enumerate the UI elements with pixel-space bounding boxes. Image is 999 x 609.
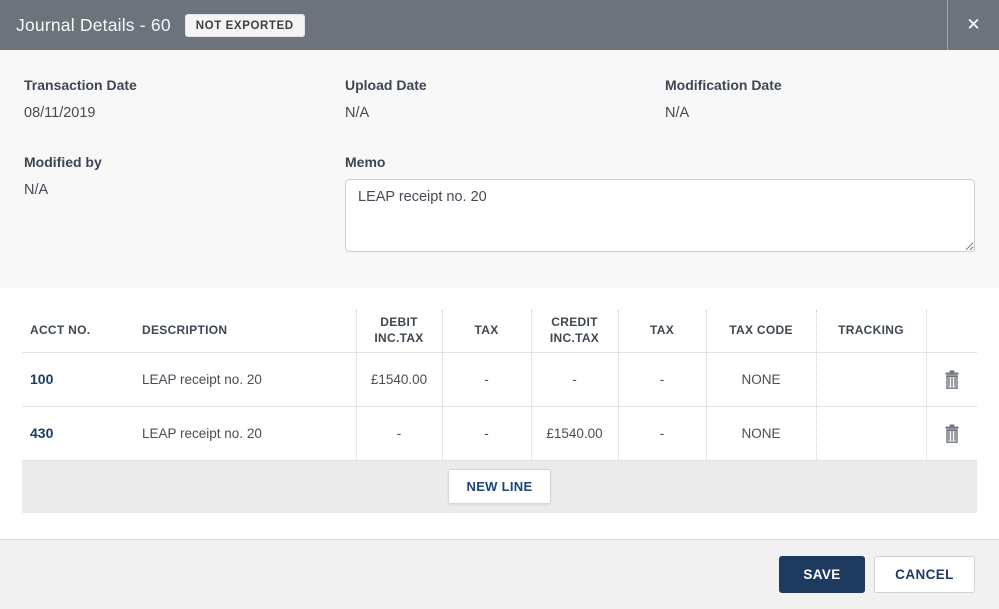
- new-line-button[interactable]: NEW LINE: [447, 469, 552, 504]
- col-header-debit-inc-tax: DEBIT INC.TAX: [355, 310, 442, 353]
- col-header-delete: [925, 310, 977, 353]
- col-header-description: DESCRIPTION: [142, 310, 356, 353]
- tax-debit-cell: -: [441, 406, 531, 461]
- memo-label: Memo: [345, 153, 386, 170]
- col-header-tax-debit: TAX: [441, 310, 531, 353]
- tax-code-cell: NONE: [705, 406, 816, 461]
- modal-title: Journal Details - 60: [16, 14, 171, 35]
- details-section: Transaction Date 08/11/2019 Upload Date …: [0, 50, 999, 288]
- upload-date-label: Upload Date: [345, 77, 427, 93]
- description-cell: LEAP receipt no. 20: [142, 352, 356, 407]
- tax-code-cell: NONE: [705, 352, 816, 407]
- delete-row-button[interactable]: [925, 352, 977, 407]
- spacer: [0, 512, 999, 539]
- modified-by-label: Modified by: [24, 153, 102, 170]
- debit-cell: £1540.00: [355, 352, 442, 407]
- trash-icon: [945, 370, 959, 389]
- transaction-date-field: Transaction Date 08/11/2019: [24, 76, 345, 121]
- transaction-date-label: Transaction Date: [24, 77, 137, 93]
- tracking-cell: [815, 406, 926, 461]
- memo-input[interactable]: LEAP receipt no. 20: [345, 178, 975, 252]
- journal-lines-section: ACCT NO. DESCRIPTION DEBIT INC.TAX TAX C…: [0, 288, 999, 461]
- acct-no-cell: 430: [22, 406, 142, 461]
- upload-date-field: Upload Date N/A: [345, 76, 665, 121]
- table-header-row: ACCT NO. DESCRIPTION DEBIT INC.TAX TAX C…: [22, 310, 977, 353]
- modified-by-value: N/A: [24, 181, 49, 198]
- col-header-tax-code: TAX CODE: [705, 310, 816, 353]
- tracking-cell: [815, 352, 926, 407]
- tax-credit-cell: -: [617, 352, 706, 407]
- close-icon: ✕: [966, 15, 981, 34]
- col-header-credit-inc-tax: CREDIT INC.TAX: [530, 310, 618, 353]
- table-row: 100 LEAP receipt no. 20 £1540.00 - - - N…: [22, 352, 977, 407]
- tax-credit-cell: -: [617, 406, 706, 461]
- table-row: 430 LEAP receipt no. 20 - - £1540.00 - N…: [22, 406, 977, 461]
- journal-lines-table: ACCT NO. DESCRIPTION DEBIT INC.TAX TAX C…: [22, 310, 977, 461]
- modal-titlebar: Journal Details - 60 NOT EXPORTED ✕: [0, 0, 999, 50]
- modification-date-field: Modification Date N/A: [665, 76, 975, 121]
- delete-row-button[interactable]: [925, 406, 977, 461]
- debit-cell: -: [355, 406, 442, 461]
- close-button[interactable]: ✕: [947, 0, 999, 50]
- modified-by-field: Modified by N/A: [24, 153, 345, 252]
- description-cell: LEAP receipt no. 20: [142, 406, 356, 461]
- not-exported-badge: NOT EXPORTED: [184, 13, 305, 37]
- new-line-strip: NEW LINE: [22, 460, 977, 513]
- acct-no-cell: 100: [22, 352, 142, 407]
- col-header-acct-no: ACCT NO.: [22, 310, 142, 353]
- credit-cell: -: [530, 352, 618, 407]
- transaction-date-value: 08/11/2019: [24, 105, 96, 121]
- modification-date-label: Modification Date: [665, 77, 782, 93]
- col-header-tracking: TRACKING: [815, 310, 926, 353]
- tax-debit-cell: -: [441, 352, 531, 407]
- cancel-button[interactable]: CANCEL: [874, 556, 975, 593]
- trash-icon: [945, 424, 959, 443]
- save-button[interactable]: SAVE: [779, 556, 865, 593]
- modal-footer: SAVE CANCEL: [0, 539, 999, 609]
- modification-date-value: N/A: [665, 105, 690, 121]
- memo-field: Memo LEAP receipt no. 20: [345, 153, 975, 252]
- upload-date-value: N/A: [345, 105, 370, 121]
- col-header-tax-credit: TAX: [617, 310, 706, 353]
- credit-cell: £1540.00: [530, 406, 618, 461]
